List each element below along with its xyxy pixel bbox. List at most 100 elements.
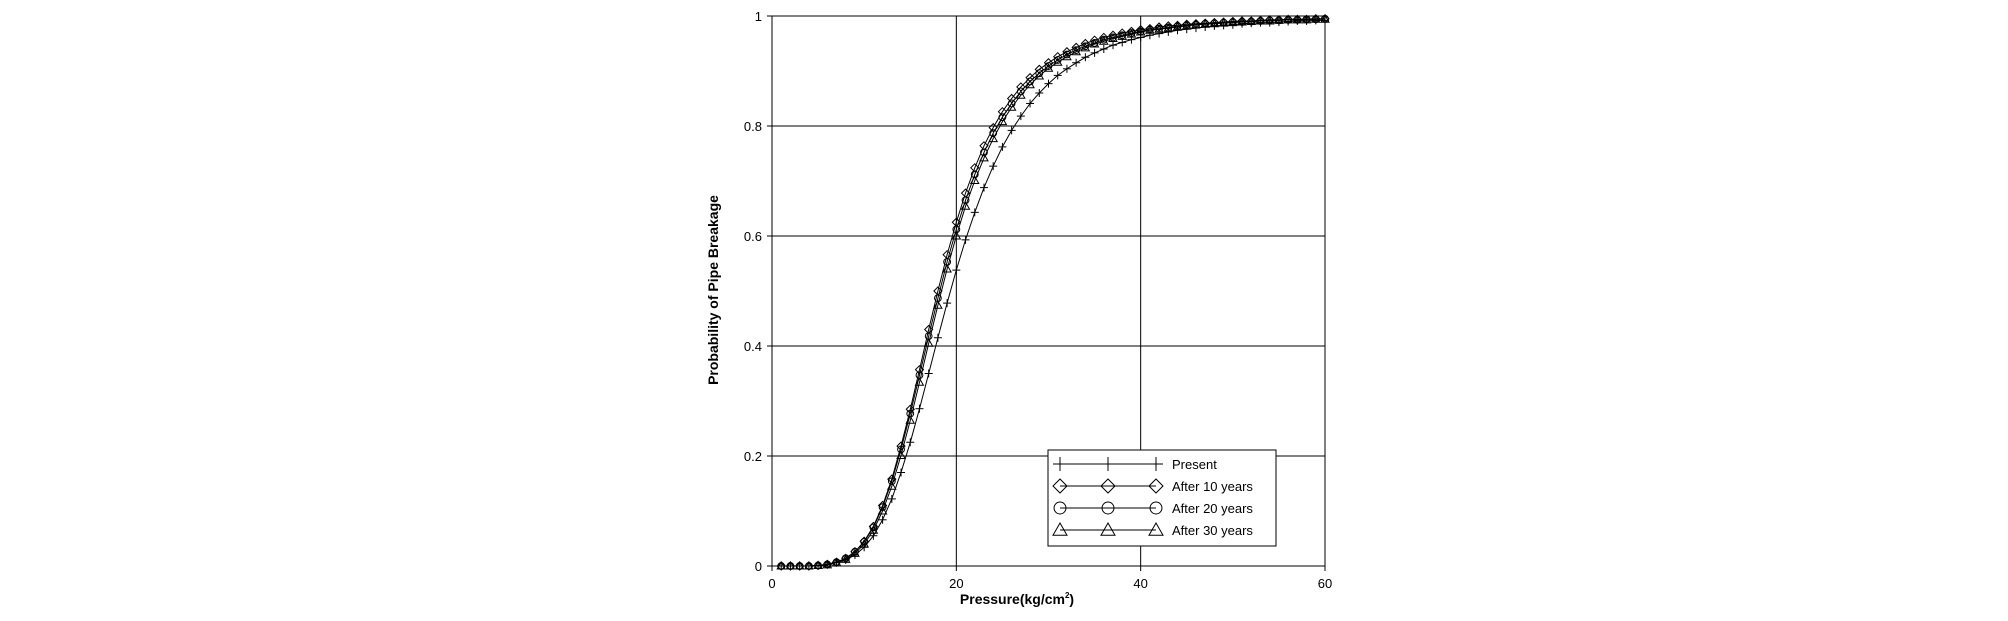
data-point [905,415,916,424]
legend-marker [1053,501,1067,515]
series-after-30-years [776,14,1330,570]
data-point [1043,63,1054,72]
legend-entry-after-10-years: After 10 years [1052,478,1253,494]
data-point [794,561,805,571]
y-axis-title: Probability of Pipe Breakage [705,195,721,385]
data-point [813,560,823,571]
data-point [1310,14,1321,23]
legend-marker [1148,478,1164,494]
data-point [1098,36,1109,45]
legend-marker [1101,457,1115,471]
data-point [1071,46,1082,56]
data-point [997,106,1008,117]
data-point [943,299,952,308]
data-point [970,170,979,179]
x-tick-label: 0 [768,576,775,591]
data-point [1108,33,1118,43]
data-point [1227,17,1238,27]
data-point [951,230,962,240]
data-point [969,175,980,184]
y-tick-label: 0.2 [744,449,762,464]
legend-entry-after-30-years: After 30 years [1052,521,1253,538]
data-point [1034,70,1045,80]
legend-label: After 20 years [1172,501,1253,516]
data-point [980,148,988,157]
data-point [1292,14,1303,24]
data-point [970,208,979,217]
legend-marker [1053,457,1067,471]
data-point [1053,51,1063,62]
y-tick-label: 0.8 [744,119,762,134]
data-point [860,537,869,546]
data-point [988,122,998,133]
data-point [1209,18,1220,28]
data-point [1301,14,1312,24]
data-point [896,450,906,459]
y-axis-ticks: 0 0.2 0.4 0.6 0.8 1 [744,9,772,574]
legend-marker [1149,457,1163,471]
data-point [1255,15,1266,25]
data-point [1043,58,1054,68]
data-point [1109,41,1118,50]
legend-entry-after-20-years: After 20 years [1053,501,1253,516]
data-point [906,438,915,447]
legend-marker [1148,521,1164,536]
data-point [960,201,971,210]
data-point [1053,71,1062,80]
data-point [1181,20,1192,30]
legend-entry-present: Present [1053,457,1217,472]
data-point [804,561,814,571]
data-point [1191,19,1201,29]
x-axis-title: Pressure(kg/cm2) [960,591,1074,607]
data-point [1117,31,1128,40]
x-tick-label: 40 [1133,576,1147,591]
data-point [785,561,796,571]
data-point [914,377,925,386]
data-point [1081,53,1090,62]
data-point [1135,26,1146,36]
data-point [1320,14,1330,23]
data-point [1126,29,1137,38]
data-point [794,560,805,570]
data-point [1154,22,1164,32]
data-point [1099,35,1108,44]
legend-marker [1149,501,1163,515]
data-point [1145,25,1155,34]
data-point [887,494,896,503]
data-point [1274,15,1284,24]
data-point [804,560,814,570]
data-point [1163,23,1174,32]
data-point [970,163,980,173]
data-point [1154,24,1164,33]
y-tick-label: 0.4 [744,339,762,354]
data-point [952,266,961,275]
data-point [822,559,833,569]
legend-marker [1100,478,1116,494]
data-point [1062,47,1072,57]
data-point [1163,21,1174,31]
data-point [933,333,942,342]
data-point [1117,28,1127,38]
data-point [923,324,934,335]
data-point [915,404,924,413]
data-point [877,505,888,515]
legend-label: After 30 years [1172,523,1253,538]
data-point [1200,19,1211,28]
data-point [998,142,1007,151]
data-point [1080,42,1091,52]
data-point [878,515,887,524]
x-tick-label: 20 [949,576,963,591]
data-point [1099,45,1108,53]
data-point [979,183,988,192]
data-point [1218,18,1229,27]
data-point [1015,90,1026,99]
data-point [1237,17,1247,26]
data-point [859,538,870,548]
y-tick-label: 1 [755,9,762,24]
data-point [868,525,879,534]
data-point [1246,16,1257,25]
data-point [1072,58,1081,67]
data-point [1006,102,1017,111]
data-point [897,468,906,477]
